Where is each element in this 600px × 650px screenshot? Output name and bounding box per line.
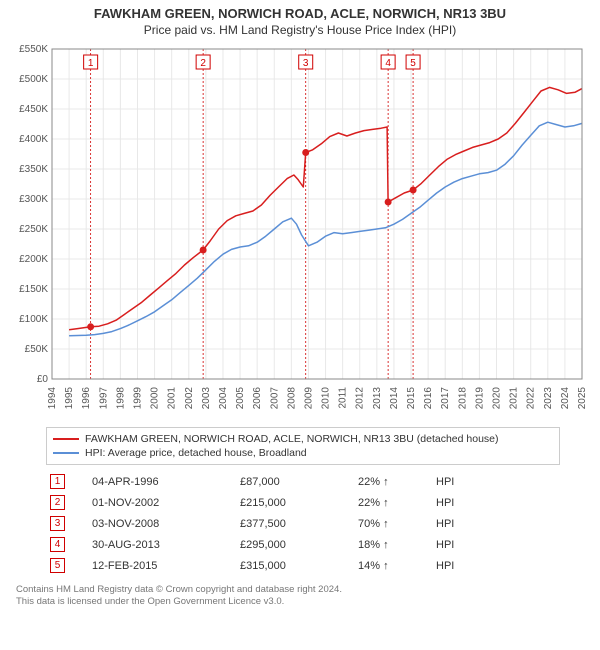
sale-point-delta: 22% [354,471,432,492]
sale-point-delta: 70% [354,513,432,534]
sale-point-row: 1 04-APR-1996£87,00022% HPI [46,471,556,492]
svg-text:2008: 2008 [286,387,297,410]
sale-point-price: £315,000 [236,555,354,576]
price-chart: £0 £50K £100K £150K £200K £250K £300K £350K £400… [8,41,592,421]
up-arrow-icon [383,539,389,551]
svg-text:2001: 2001 [167,387,178,410]
sale-point-suffix: HPI [432,492,556,513]
svg-text:1994: 1994 [47,387,58,410]
svg-text:£250K: £250K [19,224,48,235]
sale-point-row: 4 30-AUG-2013£295,00018% HPI [46,534,556,555]
title-line-2: Price paid vs. HM Land Registry's House … [4,23,596,37]
svg-text:2025: 2025 [577,387,588,410]
title-line-1: FAWKHAM GREEN, NORWICH ROAD, ACLE, NORWI… [4,6,596,21]
svg-text:2016: 2016 [423,387,434,410]
sale-point-row: 5 12-FEB-2015£315,00014% HPI [46,555,556,576]
svg-text:2006: 2006 [252,387,263,410]
svg-text:1995: 1995 [64,387,75,410]
footnote-line-1: Contains HM Land Registry data © Crown c… [16,584,588,596]
svg-text:£150K: £150K [19,284,48,295]
svg-text:2004: 2004 [218,387,229,410]
svg-text:2022: 2022 [526,387,537,410]
sale-point-suffix: HPI [432,534,556,555]
svg-text:1997: 1997 [98,387,109,410]
legend-swatch-b [53,452,79,454]
svg-text:2014: 2014 [389,387,400,410]
svg-text:2019: 2019 [474,387,485,410]
svg-text:£350K: £350K [19,164,48,175]
svg-text:£100K: £100K [19,314,48,325]
svg-text:2011: 2011 [338,387,349,409]
sale-point-price: £377,500 [236,513,354,534]
svg-text:2013: 2013 [372,387,383,410]
svg-text:£300K: £300K [19,194,48,205]
chart-titles: FAWKHAM GREEN, NORWICH ROAD, ACLE, NORWI… [4,6,596,37]
svg-text:2021: 2021 [509,387,520,410]
footnote-line-2: This data is licensed under the Open Gov… [16,596,588,608]
sale-point-marker: 4 [50,537,65,552]
svg-text:£50K: £50K [25,344,49,355]
legend-row-series-a: FAWKHAM GREEN, NORWICH ROAD, ACLE, NORWI… [53,432,553,446]
sale-point-price: £295,000 [236,534,354,555]
svg-text:2017: 2017 [440,387,451,410]
svg-text:2020: 2020 [492,387,503,410]
sale-point-marker: 2 [50,495,65,510]
svg-text:£550K: £550K [19,44,48,55]
sale-point-marker: 5 [50,558,65,573]
sale-point-row: 2 01-NOV-2002£215,00022% HPI [46,492,556,513]
svg-text:£450K: £450K [19,104,48,115]
svg-text:2007: 2007 [269,387,280,410]
sale-point-marker: 1 [50,474,65,489]
svg-text:1: 1 [88,58,94,69]
legend: FAWKHAM GREEN, NORWICH ROAD, ACLE, NORWI… [46,427,560,465]
footnote: Contains HM Land Registry data © Crown c… [16,584,588,609]
sale-point-date: 12-FEB-2015 [88,555,236,576]
sale-point-date: 04-APR-1996 [88,471,236,492]
sale-point-delta: 22% [354,492,432,513]
legend-row-series-b: HPI: Average price, detached house, Broa… [53,446,553,460]
sale-point-date: 01-NOV-2002 [88,492,236,513]
svg-text:2018: 2018 [457,387,468,410]
svg-text:2012: 2012 [355,387,366,410]
sale-point-date: 30-AUG-2013 [88,534,236,555]
svg-text:5: 5 [410,58,416,69]
svg-text:2010: 2010 [321,387,332,410]
sale-point-price: £215,000 [236,492,354,513]
up-arrow-icon [383,476,389,488]
legend-swatch-a [53,438,79,440]
svg-text:£500K: £500K [19,74,48,85]
sale-point-suffix: HPI [432,471,556,492]
sale-point-marker: 3 [50,516,65,531]
svg-text:£200K: £200K [19,254,48,265]
sale-point-delta: 18% [354,534,432,555]
svg-text:2000: 2000 [150,387,161,410]
svg-text:2: 2 [200,58,206,69]
up-arrow-icon [383,560,389,572]
svg-text:1999: 1999 [132,387,143,410]
svg-text:3: 3 [303,58,309,69]
sale-point-date: 03-NOV-2008 [88,513,236,534]
up-arrow-icon [383,518,389,530]
svg-text:2024: 2024 [560,387,571,410]
svg-text:2009: 2009 [303,387,314,410]
svg-text:1996: 1996 [81,387,92,410]
svg-text:£400K: £400K [19,134,48,145]
sale-point-row: 3 03-NOV-2008£377,50070% HPI [46,513,556,534]
svg-text:4: 4 [385,58,391,69]
sale-point-delta: 14% [354,555,432,576]
sale-point-price: £87,000 [236,471,354,492]
up-arrow-icon [383,497,389,509]
sale-point-suffix: HPI [432,513,556,534]
legend-label-a: FAWKHAM GREEN, NORWICH ROAD, ACLE, NORWI… [85,433,499,445]
svg-text:2015: 2015 [406,387,417,410]
svg-text:£0: £0 [37,374,49,385]
svg-text:1998: 1998 [115,387,126,410]
legend-label-b: HPI: Average price, detached house, Broa… [85,447,307,459]
svg-text:2023: 2023 [543,387,554,410]
sale-point-suffix: HPI [432,555,556,576]
svg-text:2003: 2003 [201,387,212,410]
svg-text:2005: 2005 [235,387,246,410]
sale-points-table: 1 04-APR-1996£87,00022% HPI 2 01-NOV-2002£2… [46,471,556,576]
svg-text:2002: 2002 [184,387,195,410]
